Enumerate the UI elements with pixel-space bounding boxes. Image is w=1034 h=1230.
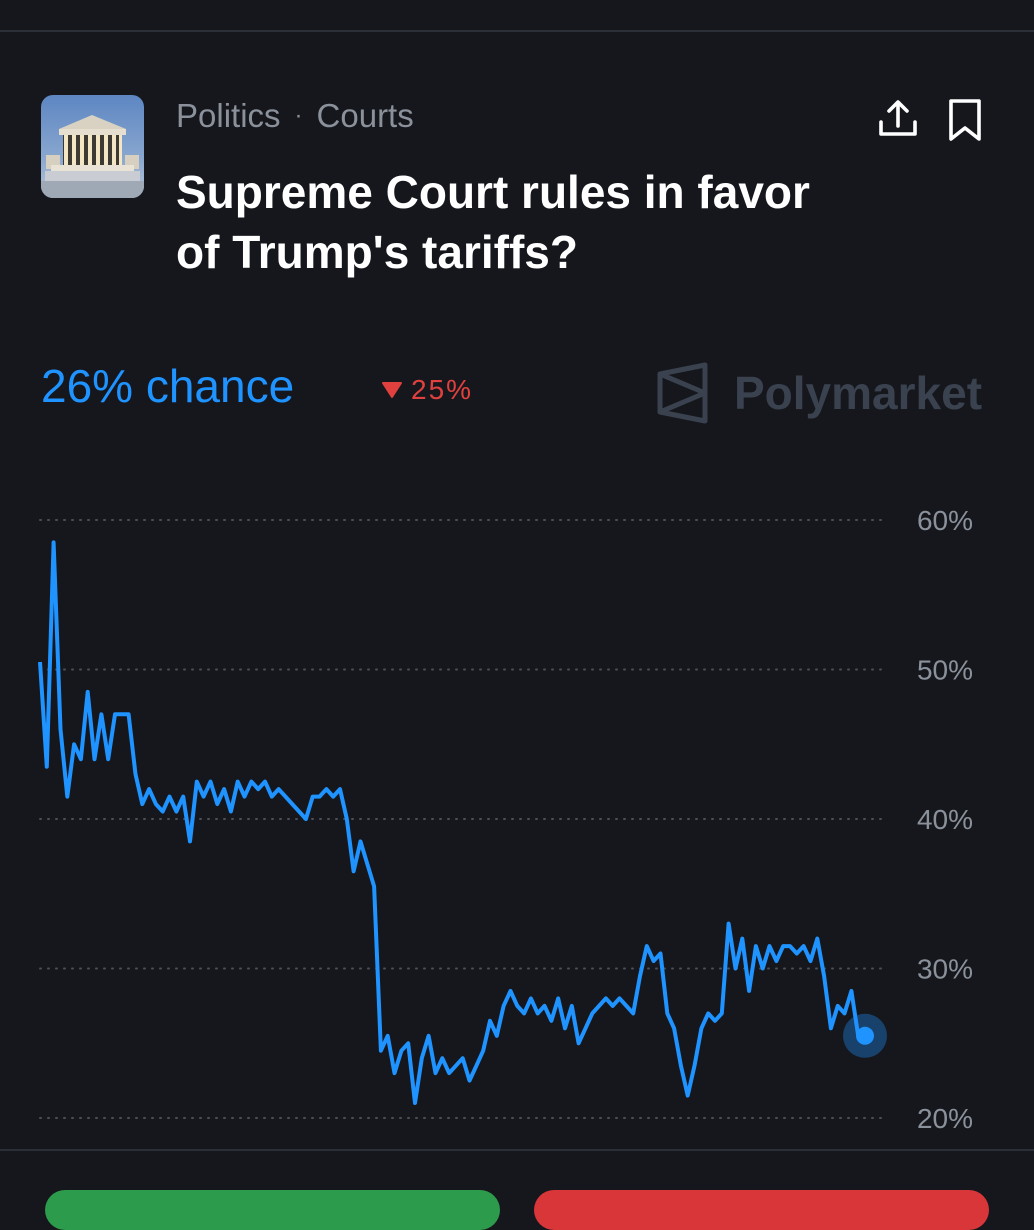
- breadcrumb-subcategory[interactable]: Courts: [316, 97, 414, 134]
- triangle-down-icon: [382, 382, 402, 398]
- polymarket-logo-icon: [657, 362, 708, 424]
- change-value: 25%: [411, 374, 474, 405]
- bookmark-button[interactable]: [941, 96, 989, 144]
- breadcrumb-category[interactable]: Politics: [176, 97, 281, 134]
- breadcrumb: Politics · Courts: [176, 96, 414, 136]
- share-button[interactable]: [874, 96, 922, 144]
- y-tick-label: 40%: [917, 804, 973, 835]
- buy-no-button[interactable]: [534, 1190, 989, 1230]
- brand-name: Polymarket: [734, 367, 983, 419]
- top-divider: [0, 30, 1034, 32]
- chance-value: 26% chance: [41, 360, 295, 412]
- buy-yes-button[interactable]: [45, 1190, 500, 1230]
- bookmark-icon: [949, 99, 981, 141]
- end-marker-dot: [856, 1026, 874, 1045]
- y-tick-label: 60%: [917, 505, 973, 536]
- change-indicator: 25%: [381, 370, 473, 410]
- market-thumbnail: [41, 95, 144, 198]
- share-icon: [879, 100, 917, 136]
- market-title: Supreme Court rules in favor of Trump's …: [176, 166, 810, 278]
- y-tick-label: 50%: [917, 655, 973, 686]
- breadcrumb-separator: ·: [294, 102, 303, 129]
- price-chart: 60% 50% 40% 30% 20%: [38, 505, 973, 1134]
- y-tick-label: 30%: [917, 954, 973, 985]
- polymarket-watermark: Polymarket: [656, 360, 982, 426]
- y-tick-label: 20%: [917, 1103, 973, 1134]
- bottom-divider: [0, 1149, 1034, 1151]
- price-line: [38, 540, 865, 1105]
